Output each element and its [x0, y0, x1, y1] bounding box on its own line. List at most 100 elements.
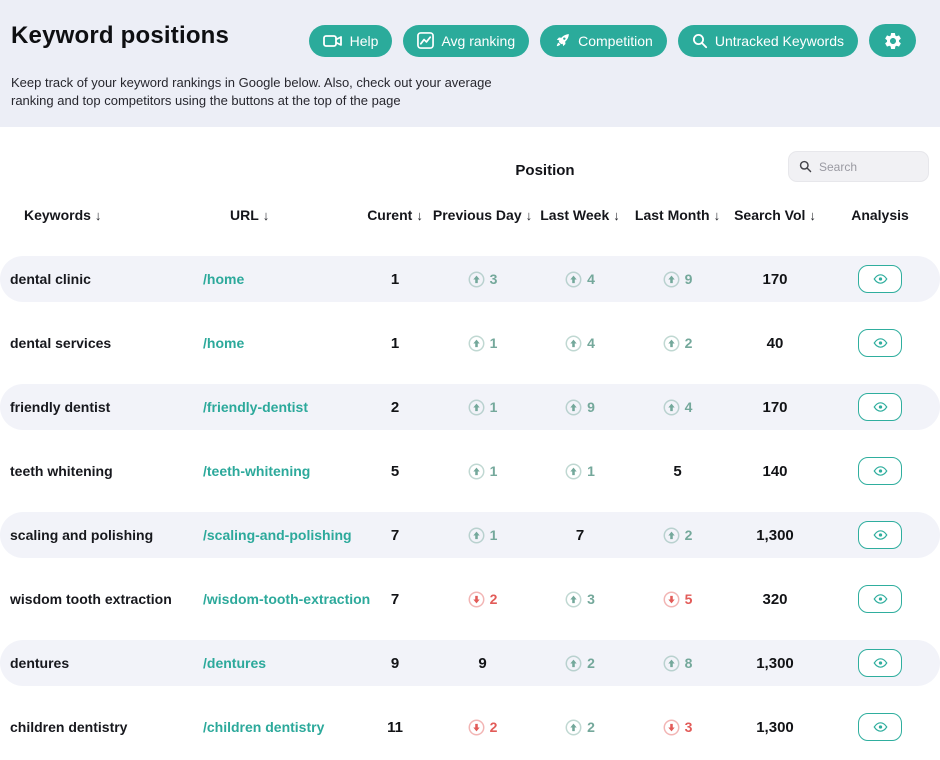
rank-up-icon: [565, 271, 582, 288]
search-vol-cell: 1,300: [756, 526, 794, 544]
last-month-cell: 2: [625, 527, 730, 544]
search-vol-cell: 1,300: [756, 654, 794, 672]
table-row: scaling and polishing/scaling-and-polish…: [0, 512, 940, 558]
keyword-url-link[interactable]: /home: [203, 335, 245, 351]
analysis-button[interactable]: [858, 521, 902, 549]
help-button-label: Help: [349, 32, 379, 49]
keyword-url-link[interactable]: /dentures: [203, 655, 267, 671]
current-position-cell: 5: [390, 462, 400, 480]
sort-arrow-icon: ↓: [525, 208, 533, 223]
sort-arrow-icon: ↓: [809, 208, 816, 223]
keyword-url-link[interactable]: /children dentistry: [203, 719, 325, 735]
previous-day-cell: 2: [430, 591, 535, 608]
table-row: dental services/home 1 1 4 2 40: [0, 320, 940, 366]
current-position-cell: 2: [390, 398, 400, 416]
search-vol-cell: 170: [762, 398, 788, 416]
rank-up-icon: [565, 399, 582, 416]
column-header-search-vol[interactable]: Search Vol ↓: [734, 207, 816, 223]
previous-day-cell: 2: [430, 719, 535, 736]
analysis-button[interactable]: [858, 265, 902, 293]
last-week-cell: 3: [535, 591, 625, 608]
rank-down-icon: [468, 719, 485, 736]
eye-icon: [873, 402, 888, 412]
keyword-cell: wisdom tooth extraction: [10, 591, 172, 607]
last-week-cell: 9: [535, 399, 625, 416]
column-header-url[interactable]: URL ↓: [230, 207, 270, 223]
search-vol-cell: 1,300: [756, 718, 794, 736]
last-week-cell: 2: [535, 655, 625, 672]
avg-ranking-button[interactable]: Avg ranking: [403, 24, 530, 57]
keyword-url-link[interactable]: /friendly-dentist: [203, 399, 309, 415]
keyword-url-link[interactable]: /scaling-and-polishing: [203, 527, 352, 543]
rank-down-icon: [663, 591, 680, 608]
rank-up-icon: [565, 655, 582, 672]
analysis-cell: [820, 585, 940, 613]
last-week-cell: 1: [535, 463, 625, 480]
current-position-cell: 9: [390, 654, 400, 672]
search-vol-cell: 320: [762, 590, 788, 608]
previous-day-cell: 1: [430, 335, 535, 352]
analysis-cell: [820, 457, 940, 485]
rocket-icon: [554, 32, 571, 49]
sort-arrow-icon: ↓: [613, 208, 620, 223]
page-title: Keyword positions: [11, 22, 230, 49]
keyword-cell: friendly dentist: [10, 399, 111, 415]
analysis-button[interactable]: [858, 457, 902, 485]
last-month-cell: 4: [625, 399, 730, 416]
analysis-button[interactable]: [858, 585, 902, 613]
last-week-cell: 7: [575, 526, 585, 544]
last-week-cell: 4: [535, 335, 625, 352]
page-header: Keyword positions Keep track of your key…: [0, 0, 940, 127]
rank-up-icon: [468, 335, 485, 352]
table-row: dental clinic/home 1 3 4 9 170: [0, 256, 940, 302]
column-header-previous-day[interactable]: Previous Day ↓: [432, 207, 533, 223]
last-week-cell: 2: [535, 719, 625, 736]
eye-icon: [873, 466, 888, 476]
keyword-cell: dentures: [10, 655, 70, 671]
current-position-cell: 11: [387, 718, 403, 736]
column-header-keywords[interactable]: Keywords ↓: [24, 207, 102, 223]
sort-arrow-icon: ↓: [94, 208, 102, 223]
table-row: teeth whitening/teeth-whitening 5 1 1 5 140: [0, 448, 940, 494]
keyword-cell: dental clinic: [10, 271, 91, 287]
analysis-cell: [820, 393, 940, 421]
search-input[interactable]: [819, 159, 918, 174]
column-header-last-week[interactable]: Last Week ↓: [540, 207, 620, 223]
untracked-keywords-button[interactable]: Untracked Keywords: [677, 24, 858, 57]
analysis-button[interactable]: [858, 649, 902, 677]
table-row: friendly dentist/friendly-dentist 2 1 9 4 170: [0, 384, 940, 430]
rank-up-icon: [468, 399, 485, 416]
search-vol-cell: 170: [762, 270, 788, 288]
header-toolbar: Help Avg ranking Competition Untracked K…: [308, 24, 916, 57]
previous-day-cell: 9: [478, 654, 487, 672]
keyword-url-link[interactable]: /home: [203, 271, 245, 287]
rank-up-icon: [565, 719, 582, 736]
current-position-cell: 1: [390, 270, 400, 288]
rank-up-icon: [468, 527, 485, 544]
analysis-button[interactable]: [858, 329, 902, 357]
keyword-url-link[interactable]: /teeth-whitening: [203, 463, 311, 479]
sort-arrow-icon: ↓: [262, 208, 270, 223]
column-header-current[interactable]: Curent ↓: [367, 207, 423, 223]
competition-button[interactable]: Competition: [540, 24, 667, 57]
analysis-button[interactable]: [858, 713, 902, 741]
eye-icon: [873, 658, 888, 668]
analysis-cell: [820, 265, 940, 293]
table-search: [788, 151, 929, 182]
eye-icon: [873, 338, 888, 348]
last-month-cell: 3: [625, 719, 730, 736]
keyword-url-link[interactable]: /wisdom-tooth-extraction: [203, 591, 371, 607]
previous-day-cell: 1: [430, 463, 535, 480]
position-group-label: Position: [515, 162, 575, 179]
rank-up-icon: [663, 271, 680, 288]
rank-up-icon: [565, 463, 582, 480]
analysis-button[interactable]: [858, 393, 902, 421]
settings-button[interactable]: [869, 24, 916, 57]
previous-day-cell: 1: [430, 399, 535, 416]
help-button[interactable]: Help: [308, 24, 393, 57]
untracked-keywords-button-label: Untracked Keywords: [714, 32, 844, 49]
keyword-cell: scaling and polishing: [10, 527, 154, 543]
column-header-last-month[interactable]: Last Month ↓: [634, 207, 721, 223]
last-week-cell: 4: [535, 271, 625, 288]
current-position-cell: 1: [390, 334, 400, 352]
